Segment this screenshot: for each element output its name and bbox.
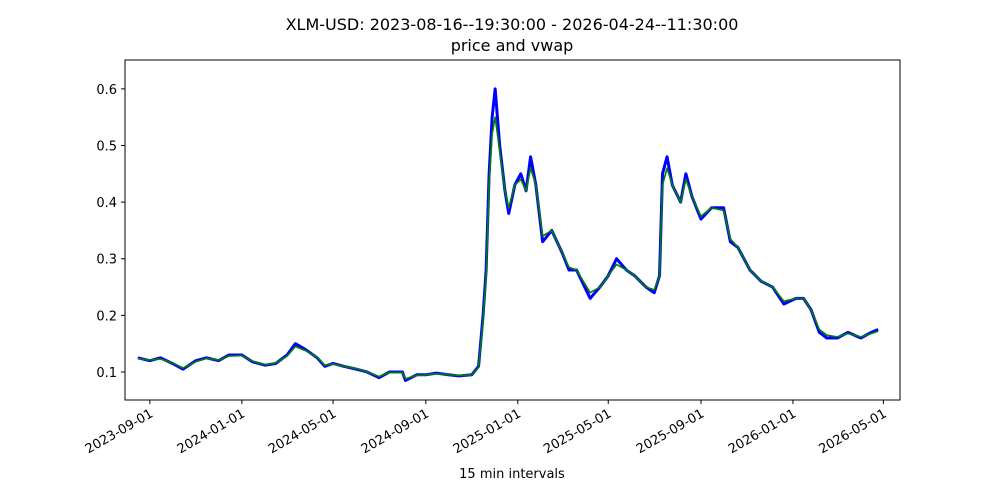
y-tick-label: 0.4: [96, 196, 117, 211]
x-tick-label: 2025-09-01: [634, 406, 707, 457]
y-tick-label: 0.5: [96, 139, 117, 154]
series-line: [137, 87, 879, 382]
chart-title: XLM-USD: 2023-08-16--19:30:00 - 2026-04-…: [286, 15, 739, 34]
x-tick-label: 2025-01-01: [451, 406, 524, 457]
y-tick-label: 0.2: [96, 309, 117, 324]
x-tick-label: 2026-05-01: [816, 406, 889, 457]
x-axis-label: 15 min intervals: [459, 467, 565, 482]
x-tick-label: 2026-01-01: [726, 406, 799, 457]
x-tick-label: 2024-01-01: [175, 406, 248, 457]
x-tick-label: 2025-05-01: [541, 406, 614, 457]
y-tick-label: 0.6: [96, 83, 117, 98]
y-tick-label: 0.3: [96, 253, 117, 268]
x-tick-label: 2024-09-01: [359, 406, 432, 457]
x-tick-label: 2024-05-01: [266, 406, 339, 457]
chart-subtitle: price and vwap: [451, 36, 574, 55]
plot-frame: [124, 59, 901, 401]
y-tick-label: 0.1: [96, 366, 117, 381]
series-line: [137, 116, 879, 380]
x-tick-label: 2023-09-01: [83, 406, 156, 457]
